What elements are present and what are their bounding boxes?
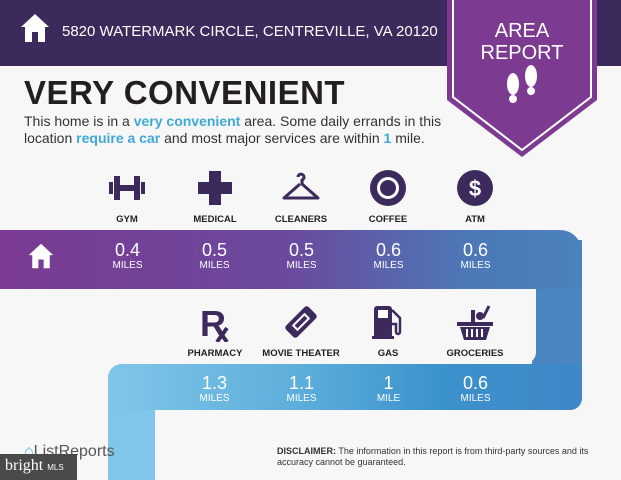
hanger-icon xyxy=(282,172,320,200)
rx-icon: R xyxy=(200,303,229,342)
distance-unit: MILES xyxy=(460,393,491,404)
distance-value: 0.6 xyxy=(462,373,489,393)
basket-icon xyxy=(457,305,493,340)
label-gas: GAS xyxy=(377,348,399,359)
distance-unit: MILES xyxy=(460,260,491,271)
road-top-band xyxy=(0,230,582,289)
distance-value: 0.4 xyxy=(114,240,141,260)
distance-atm: 0.6 MILES xyxy=(432,240,519,272)
distance-gas: 1 MILE xyxy=(345,373,432,405)
distance-unit: MILES xyxy=(112,260,143,271)
area-report-badge xyxy=(447,0,597,157)
distance-cleaners: 0.5 MILES xyxy=(258,240,345,272)
distance-value: 1 xyxy=(383,373,394,393)
bright-mls-watermark: bright MLS xyxy=(0,454,77,480)
distance-unit: MILES xyxy=(286,393,317,404)
label-coffee: COFFEE xyxy=(368,214,408,225)
disclaimer: DISCLAIMER: The information in this repo… xyxy=(277,446,607,468)
badge-line2: REPORT xyxy=(480,42,564,64)
distance-value: 0.6 xyxy=(375,240,402,260)
label-movie-theater: MOVIE THEATER xyxy=(262,348,340,359)
medical-cross-icon xyxy=(198,171,232,205)
desc-text: area. Some daily errands in this locatio… xyxy=(24,113,442,146)
desc-text: This home is in a xyxy=(24,113,134,129)
distance-value: 1.3 xyxy=(201,373,228,393)
label-groceries: GROCERIES xyxy=(446,348,504,359)
distance-unit: MILES xyxy=(373,260,404,271)
home-icon xyxy=(21,14,49,42)
description: This home is in a very convenient area. … xyxy=(24,113,444,147)
label-atm: ATM xyxy=(465,214,485,225)
distance-value: 0.5 xyxy=(288,240,315,260)
home-icon xyxy=(28,243,54,269)
listreports-icon: ⌂ xyxy=(24,443,34,460)
distance-value: 0.6 xyxy=(462,240,489,260)
disclaimer-text: The information in this report is from t… xyxy=(277,446,589,467)
dollar-icon: $ xyxy=(457,170,493,206)
distance-movie-theater: 1.1 MILES xyxy=(258,373,345,405)
distance-pharmacy: 1.3 MILES xyxy=(171,373,258,405)
starbucks-icon xyxy=(370,170,406,206)
ticket-icon xyxy=(285,306,317,338)
desc-highlight: very convenient xyxy=(133,113,241,129)
distance-value: 1.1 xyxy=(288,373,315,393)
badge-line1: AREA xyxy=(494,20,550,42)
distance-medical: 0.5 MILES xyxy=(171,240,258,272)
footprints-icon xyxy=(507,65,537,103)
label-medical: MEDICAL xyxy=(193,214,237,225)
distance-gym: 0.4 MILES xyxy=(84,240,171,272)
address: 5820 WATERMARK CIRCLE, CENTREVILLE, VA 2… xyxy=(62,23,438,40)
disclaimer-label: DISCLAIMER: xyxy=(277,446,336,456)
dumbbell-icon xyxy=(109,176,145,200)
distance-unit: MILES xyxy=(199,260,230,271)
mls-text: MLS xyxy=(47,463,64,472)
label-pharmacy: PHARMACY xyxy=(187,348,243,359)
desc-text: mile. xyxy=(391,130,425,146)
road-bottom-band xyxy=(108,364,582,410)
page-title: VERY CONVENIENT xyxy=(24,74,346,111)
svg-text:$: $ xyxy=(469,176,481,201)
road-gap xyxy=(0,289,536,364)
label-gym: GYM xyxy=(116,214,138,225)
distance-value: 0.5 xyxy=(201,240,228,260)
distance-unit: MILE xyxy=(376,393,401,404)
bright-text: bright xyxy=(5,457,44,474)
distance-unit: MILES xyxy=(199,393,230,404)
distance-unit: MILES xyxy=(286,260,317,271)
desc-highlight: 1 xyxy=(383,130,392,146)
distance-coffee: 0.6 MILES xyxy=(345,240,432,272)
gas-pump-icon xyxy=(372,306,402,339)
road-gap xyxy=(155,410,621,480)
desc-highlight: require a car xyxy=(76,130,161,146)
desc-text: and most major services are within xyxy=(160,130,384,146)
label-cleaners: CLEANERS xyxy=(274,214,328,225)
distance-groceries: 0.6 MILES xyxy=(432,373,519,405)
